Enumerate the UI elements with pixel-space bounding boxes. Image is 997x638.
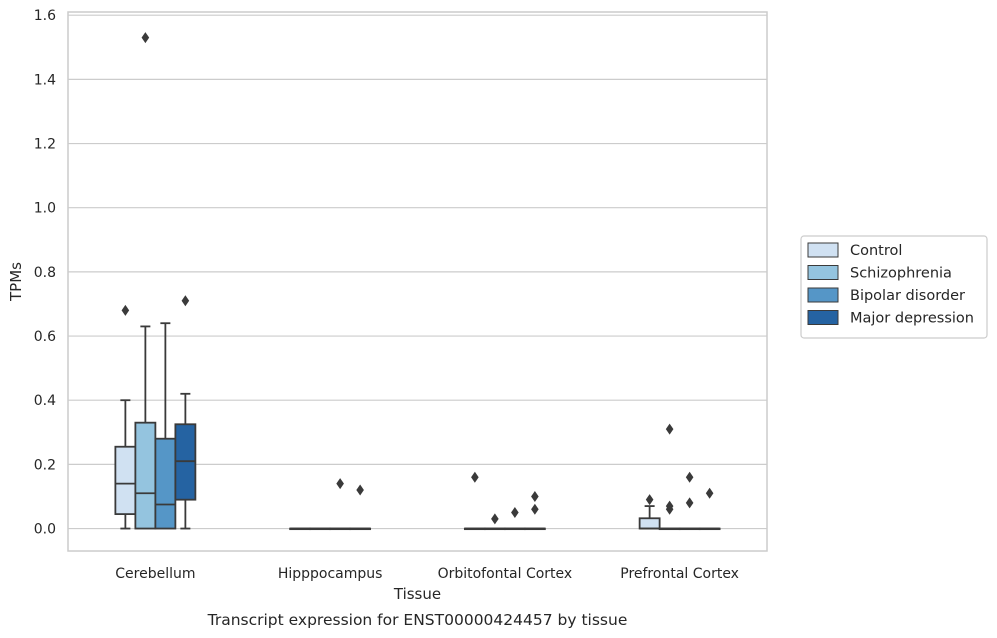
legend-frame — [800, 235, 988, 339]
legend-label: Major depression — [850, 311, 974, 327]
boxes-layer — [114, 32, 721, 531]
legend: Control Schizophrenia Bipolar disorder Majo… — [800, 235, 988, 339]
legend-swatch — [807, 265, 839, 280]
y-tick-label: 0.6 — [34, 329, 56, 345]
outlier-point — [336, 478, 344, 490]
box-hipppocampus-control — [289, 527, 312, 531]
outlier-point — [685, 497, 694, 509]
outlier-point — [491, 513, 499, 525]
box-cerebellum-major-depression — [174, 295, 197, 530]
y-tick-label: 0.4 — [34, 393, 56, 409]
outlier-point — [665, 503, 674, 515]
outlier-point — [531, 490, 539, 502]
box-body — [134, 421, 157, 530]
outlier-point — [121, 304, 130, 316]
box-hipppocampus-schizophrenia — [309, 527, 332, 531]
chart-caption: Transcript expression for ENST0000042445… — [207, 611, 628, 629]
x-tick-label: Hipppocampus — [278, 566, 383, 582]
y-tick-label: 0.8 — [34, 265, 56, 281]
outlier-point — [181, 295, 190, 307]
box-prefrontal-cortex-control — [638, 494, 661, 530]
legend-swatch — [807, 242, 839, 258]
plot-frame — [67, 11, 768, 552]
y-tick-label: 0.2 — [34, 457, 56, 473]
x-tick-label: Prefrontal Cortex — [620, 566, 739, 582]
outlier-point — [645, 494, 654, 506]
box-cerebellum-schizophrenia — [134, 32, 157, 530]
box-prefrontal-cortex-major-depression — [698, 487, 721, 531]
y-tick-label: 1.2 — [34, 137, 56, 153]
y-axis-label: TPMs — [7, 262, 25, 302]
y-tick-label: 1.4 — [34, 72, 56, 88]
box-body — [114, 445, 137, 516]
y-tick-label: 1.6 — [34, 8, 56, 24]
legend-label: Control — [850, 243, 902, 259]
box-body — [638, 517, 661, 530]
outlier-point — [356, 484, 364, 496]
outlier-point — [531, 503, 539, 515]
outlier-point — [141, 32, 150, 44]
outlier-point — [705, 487, 714, 499]
outlier-point — [685, 471, 694, 483]
legend-label: Bipolar disorder — [850, 288, 965, 304]
legend-label: Schizophrenia — [850, 266, 952, 282]
outlier-point — [471, 471, 479, 483]
box-body — [154, 437, 177, 530]
y-tick-label: 1.0 — [34, 201, 56, 217]
outlier-point — [665, 423, 674, 435]
box-orbitofontal-cortex-major-depression — [523, 490, 546, 531]
y-axis: 0.0 0.2 0.4 0.6 0.8 1.0 1.2 1.4 1.6 — [34, 8, 56, 537]
y-tick-label: 0.0 — [34, 522, 56, 538]
x-axis: Cerebellum Hipppocampus Orbitofontal Corte… — [115, 566, 739, 582]
legend-swatch — [807, 310, 839, 325]
x-tick-label: Orbitofontal Cortex — [438, 566, 573, 582]
legend-swatch — [807, 287, 839, 303]
x-axis-label: Tissue — [393, 585, 441, 603]
outlier-point — [511, 507, 519, 518]
x-tick-label: Cerebellum — [115, 566, 195, 582]
box-hipppocampus-major-depression — [349, 484, 372, 531]
